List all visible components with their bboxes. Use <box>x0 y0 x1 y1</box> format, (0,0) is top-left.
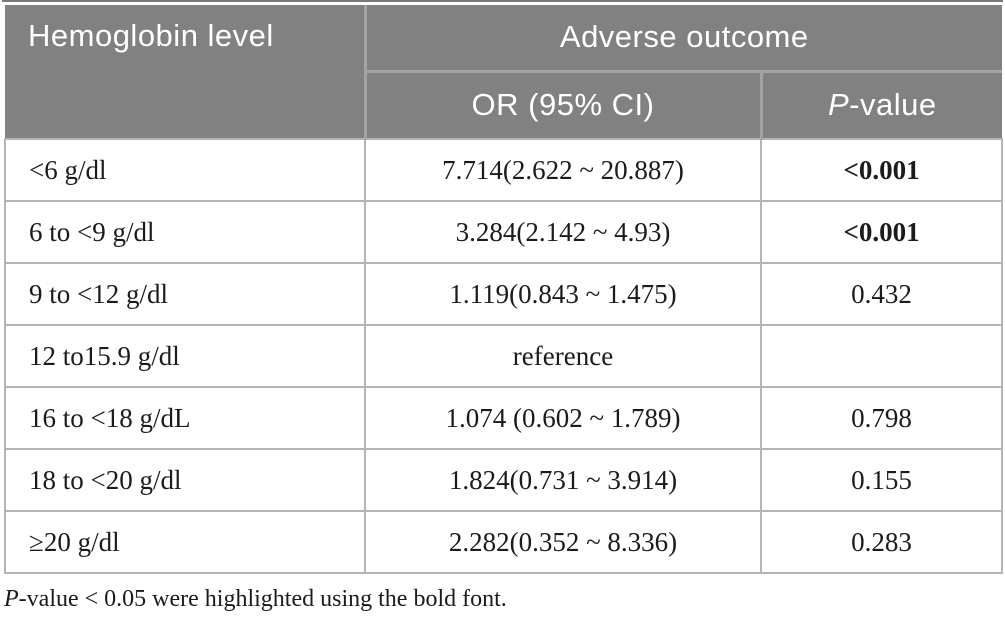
table-row: 16 to <18 g/dL 1.074 (0.602 ~ 1.789) 0.7… <box>4 386 1004 450</box>
header-adverse-outcome: Adverse outcome <box>365 5 1003 73</box>
header-hemoglobin-level: Hemoglobin level <box>5 5 367 139</box>
footnote-text: -value < 0.05 were highlighted using the… <box>18 586 507 612</box>
cell-or: 7.714(2.622 ~ 20.887) <box>364 138 762 202</box>
cell-p-value: 0.798 <box>759 386 1004 450</box>
table-row: 18 to <20 g/dl 1.824(0.731 ~ 3.914) 0.15… <box>4 448 1004 512</box>
cell-level: 18 to <20 g/dl <box>4 448 366 512</box>
cell-or: 3.284(2.142 ~ 4.93) <box>364 200 762 264</box>
table-row: 9 to <12 g/dl 1.119(0.843 ~ 1.475) 0.432 <box>4 262 1004 326</box>
footnote-p-italic: P <box>4 586 19 612</box>
cell-p-value: <0.001 <box>759 200 1004 264</box>
table-header: Hemoglobin level Adverse outcome OR (95%… <box>5 5 1003 139</box>
cell-p-value: 0.155 <box>759 448 1004 512</box>
header-or-95ci: OR (95% CI) <box>365 71 761 139</box>
table-footnote: P-value < 0.05 were highlighted using th… <box>4 586 507 613</box>
table-row: 12 to15.9 g/dl reference <box>4 324 1004 388</box>
cell-level: 9 to <12 g/dl <box>4 262 366 326</box>
cell-p-value: 0.432 <box>759 262 1004 326</box>
header-p-rest: -value <box>849 87 937 123</box>
cell-level: <6 g/dl <box>4 138 366 202</box>
table-row: 6 to <9 g/dl 3.284(2.142 ~ 4.93) <0.001 <box>4 200 1004 264</box>
cell-level: 12 to15.9 g/dl <box>4 324 366 388</box>
cell-p-value <box>759 324 1004 388</box>
cell-level: 16 to <18 g/dL <box>4 386 366 450</box>
hemoglobin-adverse-outcome-table: Hemoglobin level Adverse outcome OR (95%… <box>4 5 1004 574</box>
cell-or: reference <box>364 324 762 388</box>
table-body: <6 g/dl 7.714(2.622 ~ 20.887) <0.001 6 t… <box>4 138 1004 574</box>
header-p-value: P-value <box>759 71 1003 139</box>
cell-or: 1.824(0.731 ~ 3.914) <box>364 448 762 512</box>
cell-level: ≥20 g/dl <box>4 510 366 574</box>
cell-or: 1.119(0.843 ~ 1.475) <box>364 262 762 326</box>
cell-level: 6 to <9 g/dl <box>4 200 366 264</box>
header-row-2: OR (95% CI) P-value <box>5 71 1003 139</box>
cell-or: 1.074 (0.602 ~ 1.789) <box>364 386 762 450</box>
top-rule-divider <box>2 0 1003 2</box>
table-row: <6 g/dl 7.714(2.622 ~ 20.887) <0.001 <box>4 138 1004 202</box>
header-row-1: Hemoglobin level Adverse outcome <box>5 5 1003 139</box>
header-p-italic: P <box>827 87 850 123</box>
table-row: ≥20 g/dl 2.282(0.352 ~ 8.336) 0.283 <box>4 510 1004 574</box>
cell-p-value: <0.001 <box>759 138 1004 202</box>
cell-p-value: 0.283 <box>759 510 1004 574</box>
cell-or: 2.282(0.352 ~ 8.336) <box>364 510 762 574</box>
